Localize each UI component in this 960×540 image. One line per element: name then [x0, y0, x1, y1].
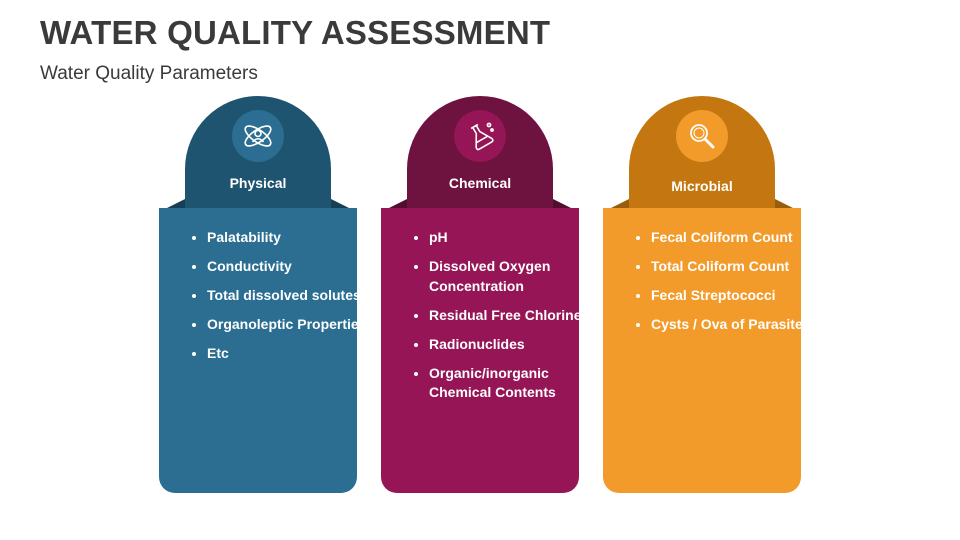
list-item: Total Coliform Count	[651, 257, 811, 277]
list-item: Palatability	[207, 228, 367, 248]
list-item: Fecal Coliform Count	[651, 228, 811, 248]
list-item: Radionuclides	[429, 335, 589, 355]
list-item: Organoleptic Properties	[207, 315, 367, 335]
list-item: Etc	[207, 344, 367, 364]
card-microbial: Microbial Fecal Coliform Count Total Col…	[603, 96, 811, 493]
item-list: pH Dissolved Oxygen Concentration Residu…	[409, 228, 589, 412]
card-label: Physical	[229, 175, 287, 191]
card-body: Palatability Conductivity Total dissolve…	[159, 208, 366, 493]
card-tab: Chemical	[407, 96, 553, 212]
card-label: Chemical	[448, 175, 512, 191]
list-item: pH	[429, 228, 589, 248]
magnifier-icon	[676, 110, 728, 162]
card-tab: Physical	[185, 96, 331, 212]
card-tab: Microbial	[629, 96, 775, 212]
list-item: Fecal Streptococci	[651, 286, 811, 306]
item-list: Fecal Coliform Count Total Coliform Coun…	[631, 228, 811, 344]
list-item: Dissolved Oxygen Concentration	[429, 257, 589, 296]
list-item: Organic/inorganic Chemical Contents	[429, 364, 589, 403]
list-item: Total dissolved solutes	[207, 286, 367, 306]
atom-person-icon	[232, 110, 284, 162]
page-title: WATER QUALITY ASSESSMENT	[40, 14, 551, 51]
item-list: Palatability Conductivity Total dissolve…	[187, 228, 367, 373]
card-chemical: Chemical pH Dissolved Oxygen Concentrati…	[381, 96, 581, 493]
list-item: Cysts / Ova of Parasites	[651, 315, 811, 335]
list-item: Residual Free Chlorine	[429, 306, 589, 326]
card-body: pH Dissolved Oxygen Concentration Residu…	[381, 208, 581, 493]
card-physical: Physical Palatability Conductivity Total…	[159, 96, 366, 493]
flask-icon	[454, 110, 506, 162]
card-label: Microbial	[671, 178, 733, 194]
page-subtitle: Water Quality Parameters	[40, 63, 258, 84]
card-body: Fecal Coliform Count Total Coliform Coun…	[603, 208, 811, 493]
list-item: Conductivity	[207, 257, 367, 277]
